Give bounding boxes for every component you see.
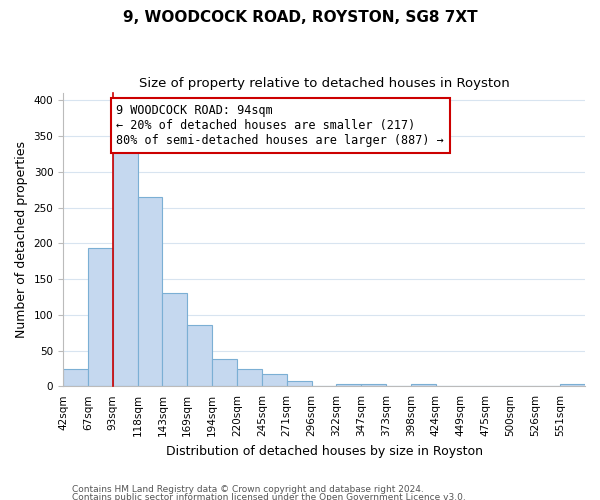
- Bar: [163, 294, 187, 386]
- Bar: [262, 374, 287, 386]
- Text: Contains HM Land Registry data © Crown copyright and database right 2024.: Contains HM Land Registry data © Crown c…: [72, 486, 424, 494]
- Title: Size of property relative to detached houses in Royston: Size of property relative to detached ho…: [139, 78, 509, 90]
- Y-axis label: Number of detached properties: Number of detached properties: [15, 141, 28, 338]
- Bar: [113, 150, 137, 386]
- Text: 9, WOODCOCK ROAD, ROYSTON, SG8 7XT: 9, WOODCOCK ROAD, ROYSTON, SG8 7XT: [122, 10, 478, 25]
- Bar: [137, 197, 163, 386]
- Bar: [187, 325, 212, 386]
- Bar: [212, 359, 237, 386]
- Bar: [560, 384, 585, 386]
- Bar: [337, 384, 361, 386]
- Bar: [63, 368, 88, 386]
- Bar: [411, 384, 436, 386]
- Bar: [287, 380, 311, 386]
- Bar: [88, 248, 113, 386]
- Text: Contains public sector information licensed under the Open Government Licence v3: Contains public sector information licen…: [72, 492, 466, 500]
- Text: 9 WOODCOCK ROAD: 94sqm
← 20% of detached houses are smaller (217)
80% of semi-de: 9 WOODCOCK ROAD: 94sqm ← 20% of detached…: [116, 104, 444, 147]
- Bar: [237, 368, 262, 386]
- X-axis label: Distribution of detached houses by size in Royston: Distribution of detached houses by size …: [166, 444, 482, 458]
- Bar: [361, 384, 386, 386]
